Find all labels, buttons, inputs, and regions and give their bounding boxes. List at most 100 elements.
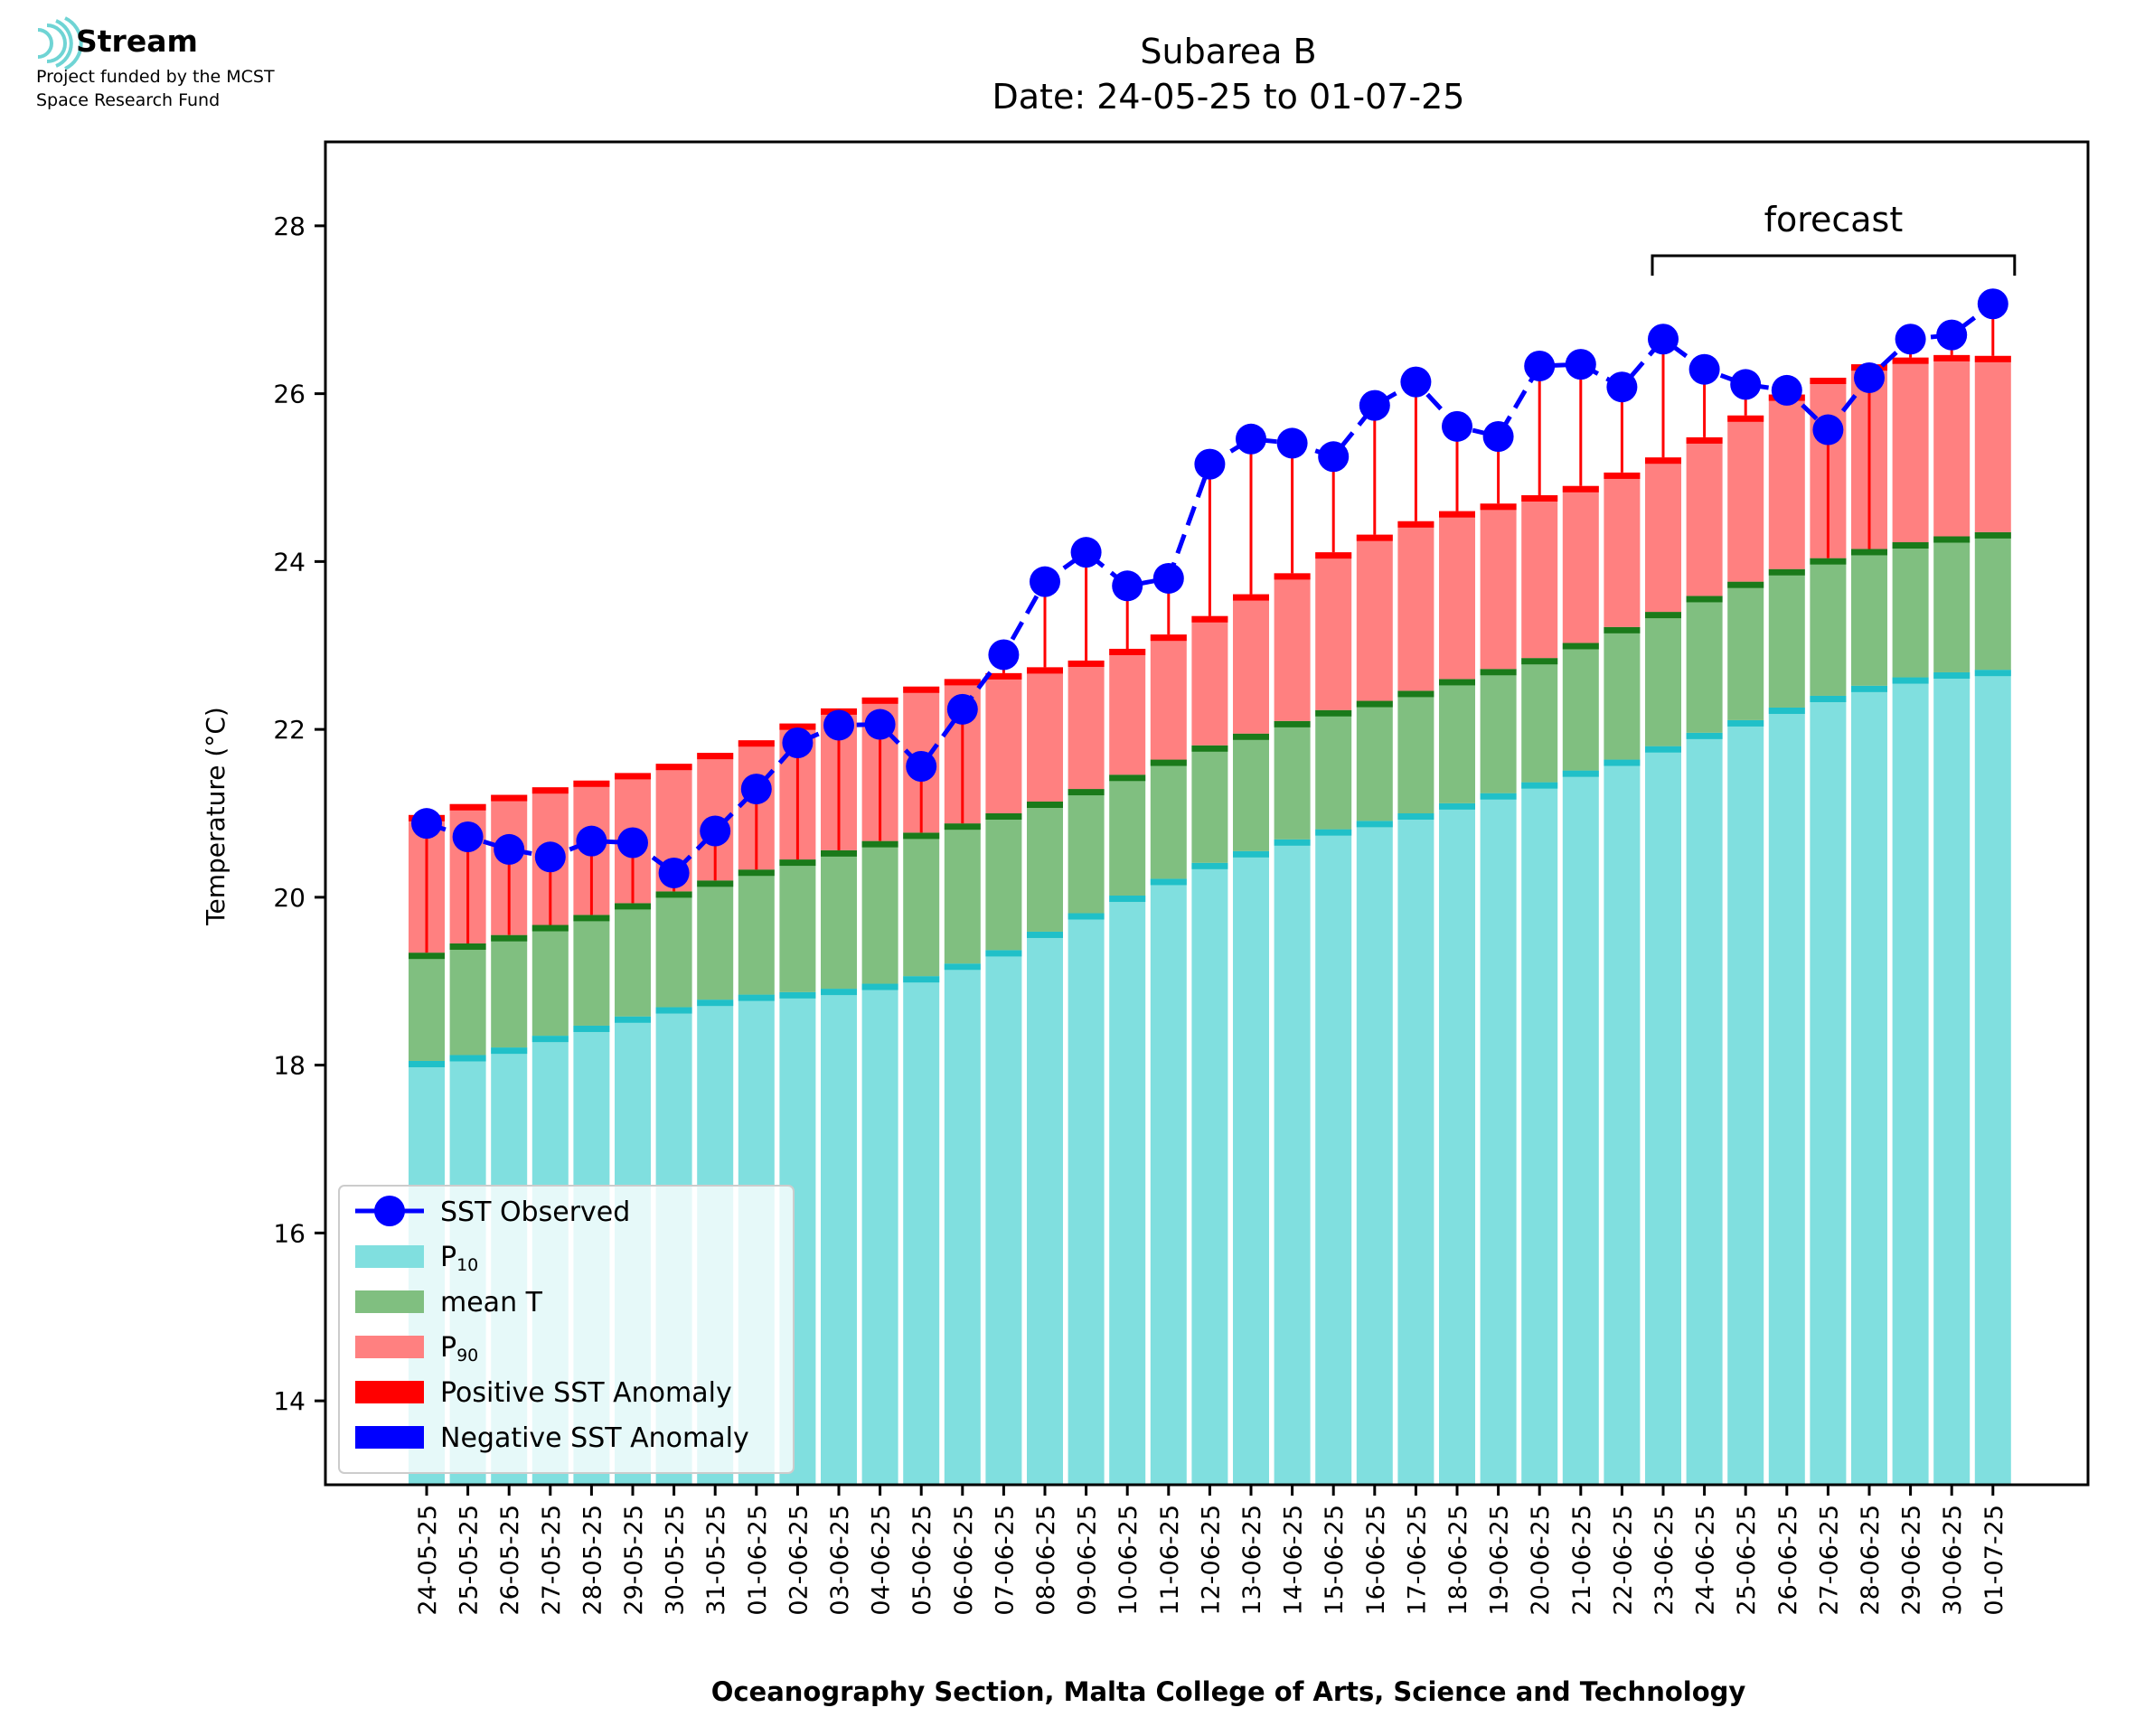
x-tick-label: 24-06-25 bbox=[1692, 1505, 1720, 1616]
bar-mean-t-edge bbox=[697, 880, 734, 887]
bar-mean-t-edge bbox=[491, 934, 528, 942]
bar-p90-edge bbox=[1356, 534, 1393, 541]
bar-p10-edge bbox=[1068, 913, 1105, 920]
legend-label: mean T bbox=[440, 1287, 543, 1318]
bar-mean-t-edge bbox=[1604, 626, 1641, 633]
x-tick-label: 29-06-25 bbox=[1898, 1505, 1926, 1616]
bar-p10-edge bbox=[449, 1055, 486, 1062]
x-axis-label: Oceanography Section, Malta College of A… bbox=[711, 1676, 1746, 1707]
bar-p10-edge bbox=[1480, 793, 1517, 800]
bar-mean-t-edge bbox=[1810, 558, 1847, 565]
bar-p90-edge bbox=[1892, 357, 1929, 364]
bar-p90-edge bbox=[1480, 503, 1517, 511]
x-tick-label: 21-06-25 bbox=[1568, 1505, 1596, 1616]
bar-mean-t-edge bbox=[1233, 733, 1269, 740]
bar-mean-t-edge bbox=[779, 859, 816, 867]
x-tick-label: 26-06-25 bbox=[1774, 1505, 1802, 1616]
bar-p10-edge bbox=[1191, 862, 1228, 869]
legend-label: Positive SST Anomaly bbox=[440, 1377, 732, 1409]
legend-color-swatch bbox=[355, 1426, 424, 1449]
bar-p10 bbox=[1974, 670, 2011, 1485]
bar-p90 bbox=[1109, 648, 1146, 775]
sst-observed-point bbox=[534, 841, 566, 873]
x-tick-label: 06-06-25 bbox=[950, 1505, 978, 1616]
bar-p10-edge bbox=[1397, 813, 1434, 820]
sst-observed-point bbox=[700, 815, 731, 847]
bar-p10 bbox=[1191, 862, 1228, 1485]
bar-p10-edge bbox=[655, 1007, 692, 1014]
bar-p90 bbox=[1727, 415, 1764, 582]
x-tick-label: 30-06-25 bbox=[1939, 1505, 1967, 1616]
bar-p90 bbox=[985, 672, 1022, 813]
bar-mean-t-edge bbox=[1851, 549, 1887, 556]
x-tick-label: 07-06-25 bbox=[991, 1505, 1019, 1616]
plot-frame bbox=[324, 140, 2090, 1487]
bar-mean-t-edge bbox=[1356, 700, 1393, 708]
bar-p90-edge bbox=[573, 780, 610, 787]
x-tick-label: 05-06-25 bbox=[908, 1505, 936, 1616]
bar-p10 bbox=[1315, 829, 1352, 1485]
bar-mean-t-edge bbox=[1109, 774, 1146, 782]
x-tick-label: 09-06-25 bbox=[1074, 1505, 1102, 1616]
bar-p90-edge bbox=[985, 672, 1022, 680]
bar-mean-t bbox=[1562, 643, 1599, 771]
x-tick-label: 28-06-25 bbox=[1857, 1505, 1885, 1616]
bar-p90-edge bbox=[1933, 354, 1971, 361]
x-tick-label: 22-06-25 bbox=[1609, 1505, 1637, 1616]
legend-color-swatch bbox=[355, 1336, 424, 1358]
x-tick-label: 17-06-25 bbox=[1403, 1505, 1431, 1616]
x-tick-label: 25-05-25 bbox=[456, 1505, 484, 1616]
sst-observed-point bbox=[1854, 361, 1885, 393]
legend-label: SST Observed bbox=[440, 1196, 630, 1228]
bar-mean-t bbox=[779, 859, 816, 992]
bar-mean-t bbox=[1027, 801, 1063, 932]
bar-p90-edge bbox=[903, 686, 940, 693]
bar-p90 bbox=[1356, 534, 1393, 701]
stream-logo-icon bbox=[37, 16, 83, 70]
sst-observed-point bbox=[1977, 288, 2008, 320]
bar-mean-t bbox=[1109, 774, 1146, 896]
bar-p10-edge bbox=[1810, 695, 1847, 702]
sst-observed-point bbox=[946, 693, 978, 725]
bar-p90 bbox=[1892, 357, 1929, 543]
x-tick-label: 23-06-25 bbox=[1651, 1505, 1679, 1616]
forecast-bracket bbox=[1651, 254, 2017, 276]
bar-p10 bbox=[1356, 821, 1393, 1485]
x-tick-label: 04-06-25 bbox=[868, 1505, 896, 1616]
bar-p10-edge bbox=[1727, 719, 1764, 727]
bar-p90-edge bbox=[655, 764, 692, 771]
bar-p10-edge bbox=[1645, 746, 1681, 753]
x-tick-label: 27-05-25 bbox=[538, 1505, 566, 1616]
bar-mean-t bbox=[1892, 542, 1929, 678]
bar-p10 bbox=[1645, 746, 1681, 1485]
bar-p90 bbox=[1191, 615, 1228, 746]
x-tick-label: 29-05-25 bbox=[620, 1505, 648, 1616]
x-tick-label: 16-06-25 bbox=[1362, 1505, 1390, 1616]
sst-observed-point bbox=[1482, 420, 1514, 452]
sst-observed-point bbox=[1442, 410, 1472, 442]
bar-p10-edge bbox=[1233, 850, 1269, 858]
bar-mean-t-edge bbox=[1727, 581, 1764, 588]
bar-p10 bbox=[1150, 878, 1187, 1485]
sst-observed-point bbox=[1812, 414, 1844, 446]
bar-mean-t-edge bbox=[738, 869, 775, 877]
sst-observed-point bbox=[1194, 448, 1226, 480]
bar-mean-t bbox=[1439, 679, 1475, 803]
bar-mean-t-edge bbox=[1562, 643, 1599, 650]
sst-observed-point bbox=[1936, 319, 1968, 351]
bar-p10 bbox=[1768, 707, 1805, 1485]
bar-p90-edge bbox=[944, 679, 981, 686]
bar-p90 bbox=[1315, 552, 1352, 710]
y-tick-label: 26 bbox=[273, 380, 306, 409]
bar-p10-edge bbox=[779, 991, 816, 999]
sst-observed-point bbox=[1070, 537, 1102, 568]
bar-p90 bbox=[1562, 485, 1599, 643]
bar-p90-edge bbox=[1439, 511, 1475, 518]
bar-p90 bbox=[1068, 660, 1105, 790]
sst-observed-point bbox=[1565, 349, 1596, 380]
bar-mean-t bbox=[1851, 549, 1887, 686]
bar-mean-t bbox=[531, 924, 569, 1037]
bar-p10-edge bbox=[944, 963, 981, 971]
y-tick-label: 28 bbox=[273, 211, 306, 241]
